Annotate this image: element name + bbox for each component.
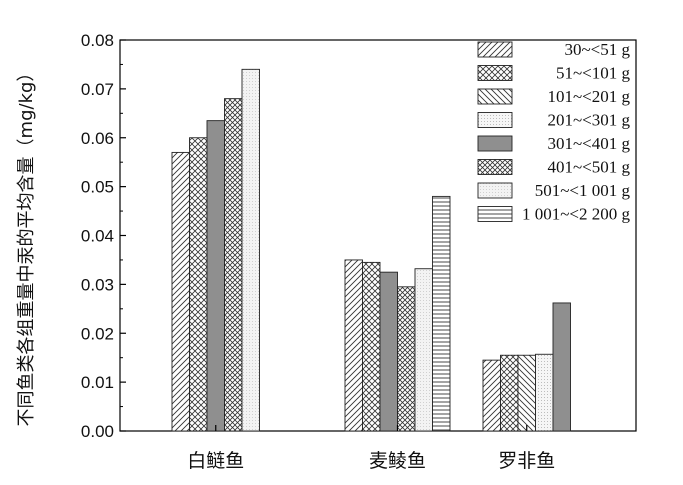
bar xyxy=(171,151,190,432)
bar xyxy=(535,353,554,432)
y-axis-ticks: 0.00 0.01 0.02 0.03 0.04 0.05 0.06 0.07 0.08 xyxy=(81,31,126,441)
bar xyxy=(379,271,398,432)
bar xyxy=(397,286,416,432)
y-tick-label: 0.03 xyxy=(81,275,114,294)
legend-label: 501~<1 001 g xyxy=(535,181,631,200)
legend-label: 301~<401 g xyxy=(547,134,630,153)
x-category-label: 罗非鱼 xyxy=(498,450,555,472)
legend-label: 201~<301 g xyxy=(547,111,630,130)
y-tick-label: 0.00 xyxy=(81,422,114,441)
y-tick-label: 0.06 xyxy=(81,129,114,148)
bar xyxy=(432,195,451,432)
bar xyxy=(500,354,519,432)
legend-swatch xyxy=(477,112,513,128)
bars xyxy=(171,68,571,432)
legend-swatch xyxy=(477,159,513,175)
legend-label: 101~<201 g xyxy=(547,87,630,106)
y-tick-label: 0.01 xyxy=(81,373,114,392)
y-tick-label: 0.02 xyxy=(81,324,114,343)
y-tick-label: 0.04 xyxy=(81,227,114,246)
y-tick-label: 0.08 xyxy=(81,31,114,50)
y-tick-label: 0.05 xyxy=(81,178,114,197)
bar xyxy=(224,98,243,432)
bar xyxy=(482,359,501,432)
bar xyxy=(517,354,536,432)
bar xyxy=(362,261,381,432)
bar xyxy=(414,268,433,432)
legend-swatch xyxy=(477,65,513,81)
legend-swatch xyxy=(477,41,513,58)
legend-swatch xyxy=(477,88,513,105)
legend: 30~<51 g 51~<101 g 101~<201 g 201~<301 g 301… xyxy=(477,40,631,224)
legend-swatch xyxy=(477,182,513,199)
legend-label: 51~<101 g xyxy=(556,64,631,83)
bar xyxy=(241,68,260,432)
x-category-label: 麦鲮鱼 xyxy=(369,450,426,472)
y-tick-label: 0.07 xyxy=(81,80,114,99)
x-axis-labels: 白鲢鱼 麦鲮鱼 罗非鱼 xyxy=(187,425,555,472)
y-axis-title: 不同鱼类各组重量中汞的平均含量（mg/kg） xyxy=(16,64,37,427)
legend-swatch xyxy=(477,206,513,222)
legend-label: 1 001~<2 200 g xyxy=(522,205,631,224)
legend-label: 30~<51 g xyxy=(564,40,630,59)
legend-swatch xyxy=(477,135,513,152)
bar xyxy=(344,259,363,432)
bar xyxy=(552,302,571,432)
bar xyxy=(206,120,225,432)
x-category-label: 白鲢鱼 xyxy=(187,450,244,472)
bar xyxy=(189,137,208,432)
legend-label: 401~<501 g xyxy=(547,158,630,177)
